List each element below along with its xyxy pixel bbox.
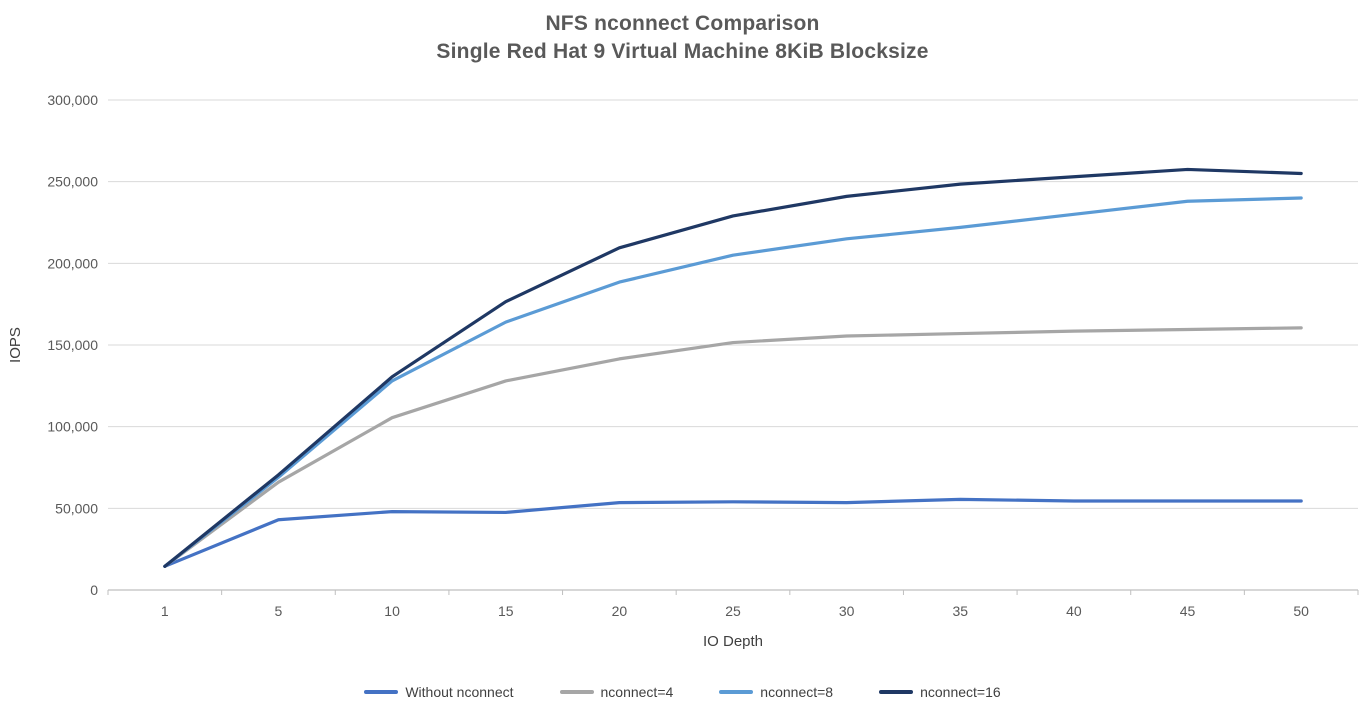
svg-text:30: 30 (839, 603, 855, 619)
legend-label: nconnect=4 (600, 684, 674, 700)
svg-text:10: 10 (384, 603, 400, 619)
x-axis-labels: 1 5 10 15 20 25 30 35 40 45 50 (161, 603, 1309, 619)
legend-line-swatch (559, 690, 594, 694)
legend-label: Without nconnect (405, 684, 514, 700)
series-line-0 (163, 497, 1303, 568)
x-axis-title: IO Depth (703, 633, 763, 650)
legend-item-nconnect-8: nconnect=8 (719, 684, 833, 700)
legend-line-swatch (879, 690, 914, 694)
svg-text:15: 15 (498, 603, 514, 619)
svg-text:35: 35 (952, 603, 968, 619)
svg-text:200,000: 200,000 (47, 255, 98, 271)
legend-line-swatch (719, 690, 754, 694)
y-axis-labels: 0 50,000 100,000 150,000 200,000 250,000 300,0… (47, 92, 98, 598)
y-axis-title: IOPS (7, 327, 24, 363)
legend-label: nconnect=16 (920, 684, 1001, 700)
svg-text:100,000: 100,000 (47, 419, 98, 435)
chart-title-line1: NFS nconnect Comparison (545, 12, 820, 35)
svg-text:5: 5 (275, 603, 283, 619)
legend-line-swatch (364, 690, 399, 694)
chart-title: NFS nconnect Comparison Single Red Hat 9… (0, 10, 1365, 66)
chart-title-line2: Single Red Hat 9 Virtual Machine 8KiB Bl… (436, 40, 929, 63)
legend-item-nconnect-16: nconnect=16 (879, 684, 1001, 700)
series-line-1 (163, 326, 1303, 568)
svg-text:1: 1 (161, 603, 169, 619)
svg-text:40: 40 (1066, 603, 1082, 619)
svg-text:50: 50 (1293, 603, 1309, 619)
svg-text:25: 25 (725, 603, 741, 619)
gridlines (108, 99, 1358, 591)
svg-text:20: 20 (612, 603, 628, 619)
svg-text:300,000: 300,000 (47, 92, 98, 108)
svg-text:45: 45 (1180, 603, 1196, 619)
series-lines (163, 167, 1303, 568)
svg-text:250,000: 250,000 (47, 174, 98, 190)
legend: Without nconnect nconnect=4 nconnect=8 n… (0, 684, 1365, 700)
legend-label: nconnect=8 (760, 684, 834, 700)
legend-item-nconnect-4: nconnect=4 (559, 684, 674, 700)
svg-text:150,000: 150,000 (47, 337, 98, 353)
series-line-2 (163, 196, 1303, 568)
series-line-3 (163, 167, 1303, 568)
legend-item-without-nconnect: Without nconnect (364, 684, 514, 700)
svg-text:0: 0 (90, 582, 98, 598)
svg-text:50,000: 50,000 (55, 500, 98, 516)
axis-ticks (107, 590, 1359, 595)
